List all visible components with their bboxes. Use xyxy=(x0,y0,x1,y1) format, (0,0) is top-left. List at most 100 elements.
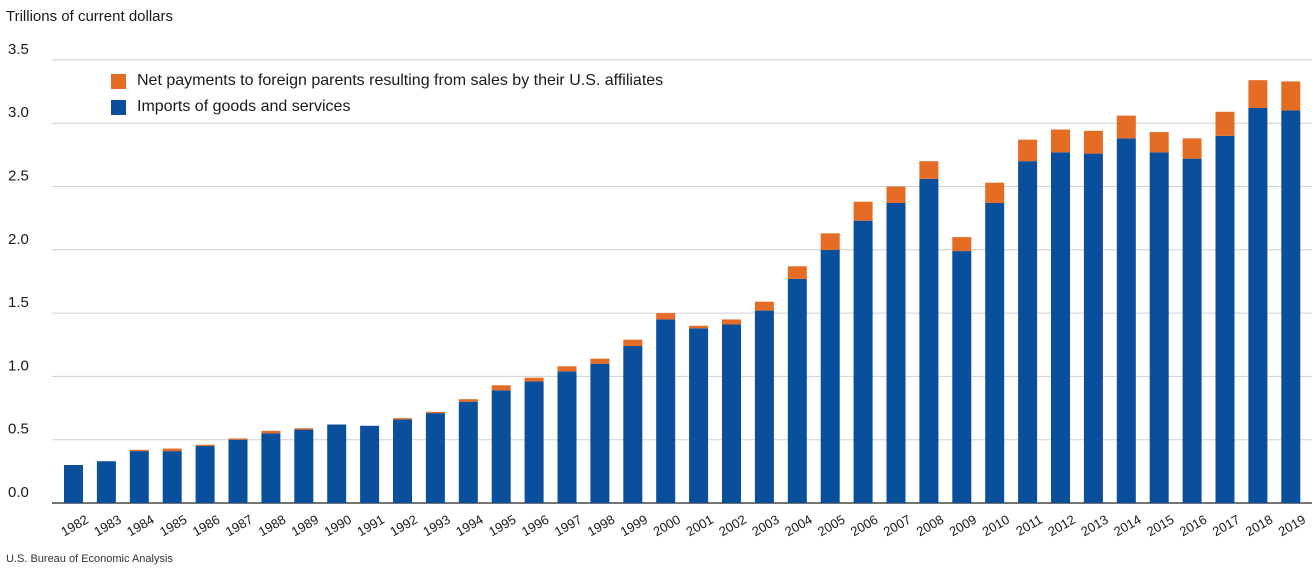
x-tick-label: 2019 xyxy=(1276,512,1309,539)
bar-imports xyxy=(327,424,347,503)
bar-imports xyxy=(162,451,182,503)
bar-imports xyxy=(1182,158,1202,503)
bar-imports xyxy=(1051,152,1070,503)
x-tick-label: 1997 xyxy=(552,512,585,539)
bar-imports xyxy=(689,328,709,503)
y-tick-label: 1.5 xyxy=(8,294,29,311)
x-tick-label: 2000 xyxy=(651,512,684,539)
legend-label-imports: Imports of goods and services xyxy=(137,98,351,115)
legend-swatch-imports xyxy=(111,99,126,115)
x-tick-label: 1988 xyxy=(256,512,289,539)
y-tick-label: 3.0 xyxy=(8,104,29,121)
x-tick-label: 2015 xyxy=(1144,512,1177,539)
bar-net-payments xyxy=(1083,130,1103,154)
bar-net-payments xyxy=(524,377,544,382)
bar-imports xyxy=(1248,108,1268,504)
x-tick-label: 1998 xyxy=(585,512,618,539)
legend: Net payments to foreign parents resultin… xyxy=(111,68,663,120)
bar-net-payments xyxy=(294,428,314,430)
x-tick-label: 1999 xyxy=(618,512,651,539)
x-tick-label: 2005 xyxy=(815,512,848,539)
bar-net-payments xyxy=(1149,132,1169,153)
bar-net-payments xyxy=(689,325,709,329)
x-tick-label: 1987 xyxy=(223,512,256,539)
bar-net-payments xyxy=(228,438,248,440)
bar-net-payments xyxy=(393,418,412,420)
x-tick-label: 1986 xyxy=(190,512,223,539)
x-tick-label: 2003 xyxy=(749,512,782,539)
bar-imports xyxy=(952,251,972,503)
bar-imports xyxy=(96,461,116,503)
y-tick-label: 2.5 xyxy=(8,168,29,185)
bar-imports xyxy=(722,324,741,503)
bar-net-payments xyxy=(590,358,610,364)
bar-imports xyxy=(656,319,676,503)
bar-imports xyxy=(425,413,445,503)
x-tick-label: 1991 xyxy=(354,512,387,539)
x-tick-label: 1984 xyxy=(124,512,157,539)
y-tick-label: 0.5 xyxy=(8,421,29,438)
bar-imports xyxy=(360,425,380,503)
bar-imports xyxy=(524,381,544,503)
x-tick-label: 2018 xyxy=(1243,512,1276,539)
x-tick-label: 2006 xyxy=(848,512,881,539)
bar-net-payments xyxy=(623,339,643,347)
bar-net-payments xyxy=(557,366,577,372)
bar-imports xyxy=(393,419,412,503)
bar-net-payments xyxy=(656,313,676,320)
bar-imports xyxy=(195,446,215,503)
bar-net-payments xyxy=(162,448,182,452)
bar-imports xyxy=(820,249,840,503)
x-tick-label: 1983 xyxy=(91,512,124,539)
legend-label-net-payments: Net payments to foreign parents resultin… xyxy=(137,72,664,89)
y-tick-label: 0.0 xyxy=(8,484,29,501)
bar-net-payments xyxy=(820,233,840,250)
bar-imports xyxy=(1149,152,1169,503)
bar-imports xyxy=(1083,153,1103,504)
bar-imports xyxy=(1018,161,1038,503)
bar-imports xyxy=(491,390,511,503)
x-tick-label: 2009 xyxy=(947,512,980,539)
x-tick-label: 1994 xyxy=(453,512,486,539)
legend-swatch-net-payments xyxy=(111,73,126,89)
bar-net-payments xyxy=(886,186,906,203)
source-note: U.S. Bureau of Economic Analysis xyxy=(6,553,173,565)
x-tick-label: 2004 xyxy=(782,512,815,539)
bar-net-payments xyxy=(722,319,741,325)
bar-imports xyxy=(985,202,1005,503)
x-tick-label: 2014 xyxy=(1111,512,1144,539)
bar-imports xyxy=(623,346,643,503)
y-tick-label: 2.0 xyxy=(8,231,29,248)
bar-imports xyxy=(557,371,577,503)
bar-net-payments xyxy=(1281,81,1301,111)
bar-net-payments xyxy=(1018,139,1038,162)
bar-net-payments xyxy=(129,449,149,452)
bar-net-payments xyxy=(754,301,774,311)
bar-net-payments xyxy=(1051,129,1070,153)
bar-imports xyxy=(261,433,281,503)
x-tick-label: 1982 xyxy=(58,512,91,539)
bar-imports xyxy=(1215,135,1235,504)
bar-imports xyxy=(590,363,610,503)
x-tick-label: 2016 xyxy=(1177,512,1210,539)
x-tick-label: 1993 xyxy=(420,512,453,539)
x-tick-label: 2012 xyxy=(1045,512,1078,539)
bar-net-payments xyxy=(1215,111,1235,136)
bar-net-payments xyxy=(787,266,807,279)
bar-imports xyxy=(64,465,83,503)
bar-imports xyxy=(129,451,149,503)
x-tick-label: 1996 xyxy=(519,512,552,539)
bar-imports xyxy=(1281,110,1301,503)
bar-imports xyxy=(853,220,873,503)
bar-net-payments xyxy=(458,399,478,402)
bar-imports xyxy=(294,429,314,503)
y-axis-unit-label: Trillions of current dollars xyxy=(6,8,173,25)
x-tick-label: 2011 xyxy=(1013,512,1045,539)
bar-imports xyxy=(754,310,774,503)
x-tick-label: 1989 xyxy=(289,512,322,539)
bar-net-payments xyxy=(425,411,445,414)
bar-imports xyxy=(919,178,939,504)
x-tick-label: 2002 xyxy=(716,512,749,539)
x-tick-label: 1985 xyxy=(157,512,190,539)
